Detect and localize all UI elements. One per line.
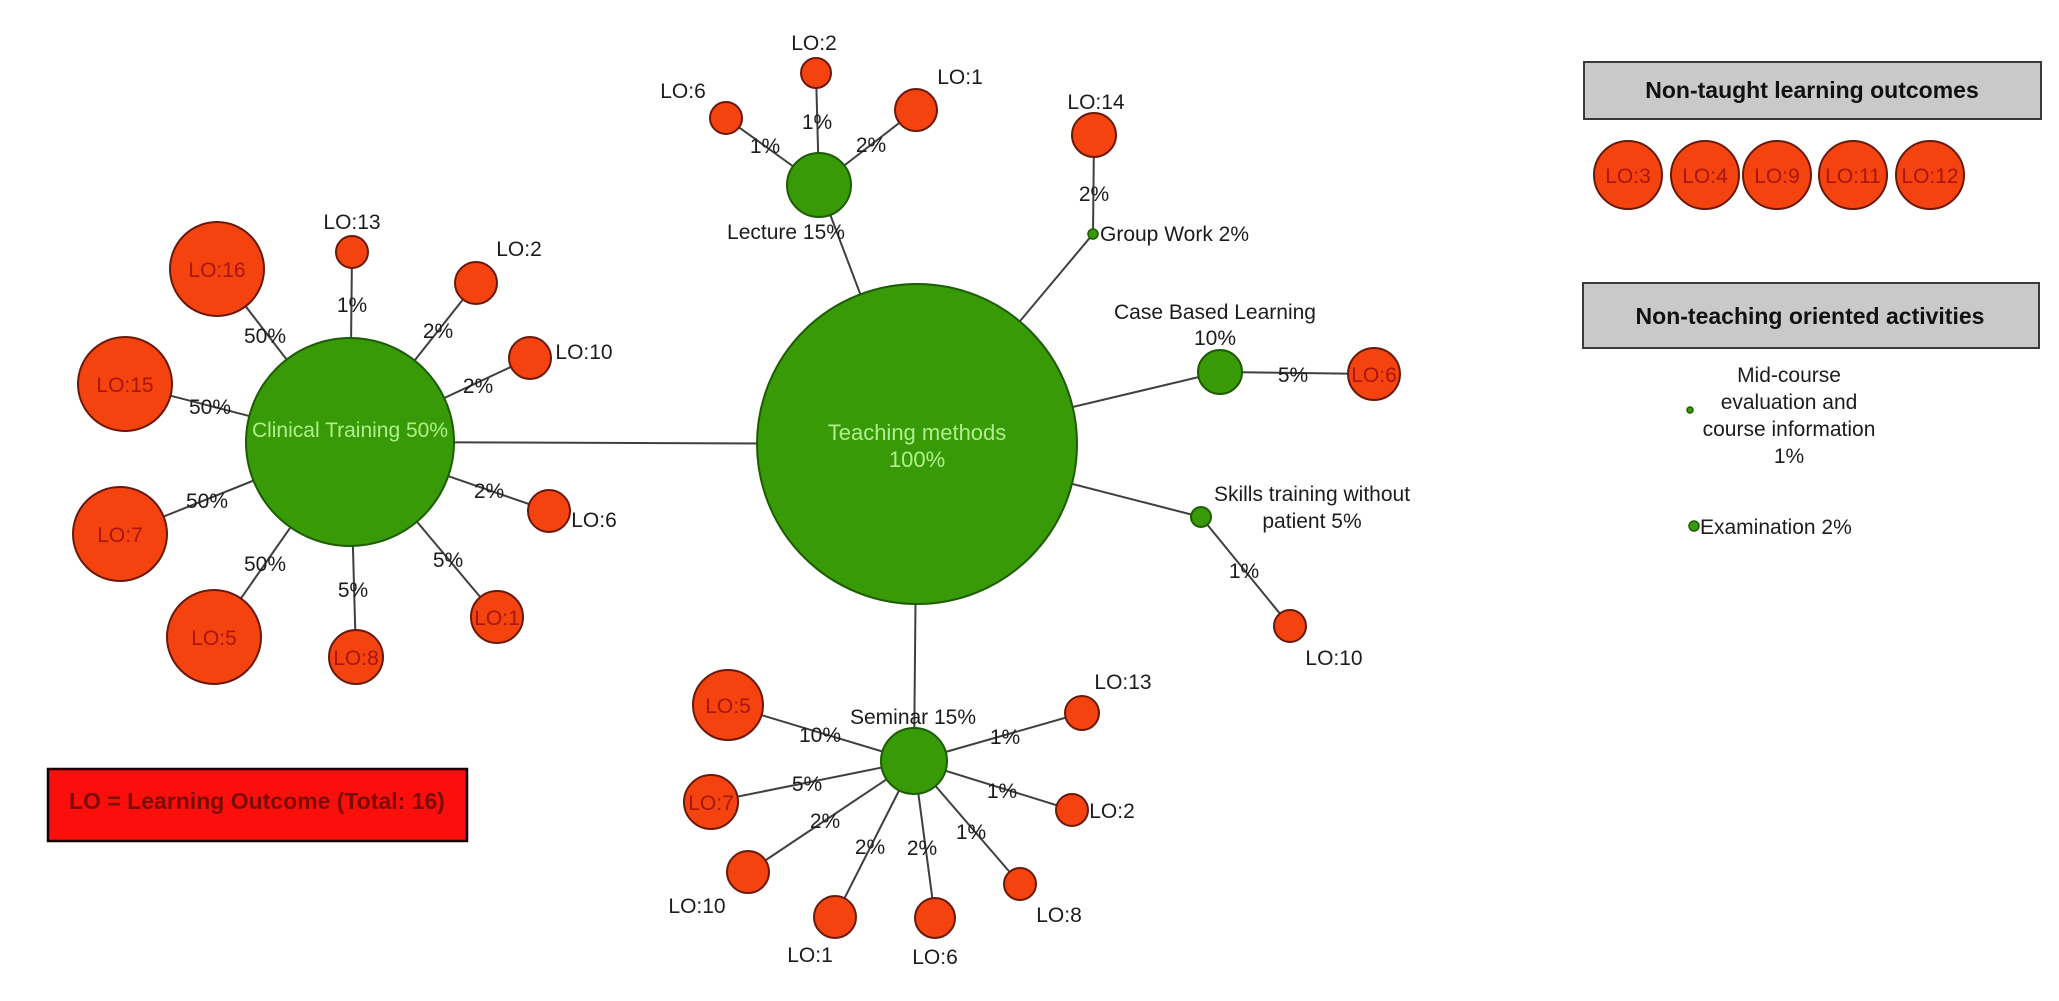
svg-text:Case Based Learning: Case Based Learning [1114,301,1316,324]
svg-text:2%: 2% [463,375,493,398]
svg-text:LO:13: LO:13 [323,211,380,234]
svg-text:50%: 50% [186,490,228,513]
svg-text:10%: 10% [799,724,841,747]
svg-text:Group Work 2%: Group Work 2% [1100,223,1249,246]
svg-text:2%: 2% [907,837,937,860]
svg-text:Lecture 15%: Lecture 15% [727,221,845,244]
svg-text:patient 5%: patient 5% [1262,510,1361,533]
svg-text:LO:6: LO:6 [660,80,706,103]
svg-text:Mid-course: Mid-course [1737,364,1841,387]
svg-text:evaluation and: evaluation and [1721,391,1858,414]
svg-text:1%: 1% [1229,560,1259,583]
svg-text:Teaching methods: Teaching methods [828,420,1007,445]
svg-text:LO:6: LO:6 [912,946,958,969]
svg-text:Seminar 15%: Seminar 15% [850,706,976,729]
svg-text:5%: 5% [1278,364,1308,387]
svg-text:1%: 1% [750,135,780,158]
svg-text:LO:6: LO:6 [1351,364,1397,387]
svg-text:Non-taught learning outcomes: Non-taught learning outcomes [1645,77,1979,103]
svg-text:LO:3: LO:3 [1605,165,1651,188]
svg-text:LO:14: LO:14 [1067,91,1125,114]
svg-text:LO = Learning Outcome (Total:: LO = Learning Outcome (Total: 16) [69,788,445,814]
svg-text:LO:6: LO:6 [571,509,617,532]
svg-text:Skills training without: Skills training without [1214,483,1410,506]
svg-text:LO:12: LO:12 [1901,165,1958,188]
svg-text:LO:5: LO:5 [705,695,751,718]
svg-text:LO:8: LO:8 [333,647,379,670]
svg-text:course information: course information [1703,418,1876,441]
svg-text:2%: 2% [474,480,504,503]
svg-text:2%: 2% [856,134,886,157]
svg-text:LO:1: LO:1 [474,607,520,630]
svg-text:1%: 1% [956,821,986,844]
svg-text:LO:2: LO:2 [1089,800,1135,823]
svg-text:2%: 2% [810,810,840,833]
svg-text:LO:1: LO:1 [787,944,833,967]
svg-text:2%: 2% [1079,183,1109,206]
svg-text:LO:2: LO:2 [791,32,837,55]
svg-text:LO:9: LO:9 [1754,165,1800,188]
svg-text:Clinical Training 50%: Clinical Training 50% [252,419,448,442]
svg-text:1%: 1% [987,780,1017,803]
svg-text:LO:2: LO:2 [496,238,542,261]
svg-text:LO:10: LO:10 [668,895,725,918]
svg-text:50%: 50% [189,396,231,419]
svg-text:LO:10: LO:10 [1305,647,1362,670]
svg-text:2%: 2% [423,320,453,343]
svg-text:LO:4: LO:4 [1682,165,1728,188]
svg-text:LO:15: LO:15 [96,374,153,397]
svg-text:5%: 5% [433,549,463,572]
svg-text:5%: 5% [792,773,822,796]
svg-text:LO:10: LO:10 [555,341,612,364]
svg-text:5%: 5% [338,579,368,602]
svg-text:LO:13: LO:13 [1094,671,1151,694]
svg-text:1%: 1% [802,111,832,134]
svg-text:LO:11: LO:11 [1825,165,1881,188]
svg-text:1%: 1% [990,726,1020,749]
svg-text:2%: 2% [855,836,885,859]
svg-text:LO:16: LO:16 [188,259,245,282]
svg-text:1%: 1% [1774,445,1804,468]
svg-text:LO:5: LO:5 [191,627,237,650]
svg-text:LO:7: LO:7 [97,524,143,547]
svg-text:1%: 1% [337,294,367,317]
svg-text:50%: 50% [244,325,286,348]
svg-text:50%: 50% [244,553,286,576]
svg-text:LO:7: LO:7 [688,792,734,815]
svg-text:Non-teaching oriented activiti: Non-teaching oriented activities [1636,303,1985,329]
svg-text:LO:1: LO:1 [937,66,983,89]
svg-text:LO:8: LO:8 [1036,904,1082,927]
svg-text:100%: 100% [889,447,945,472]
svg-text:Examination 2%: Examination 2% [1700,516,1852,539]
svg-text:10%: 10% [1194,327,1236,350]
